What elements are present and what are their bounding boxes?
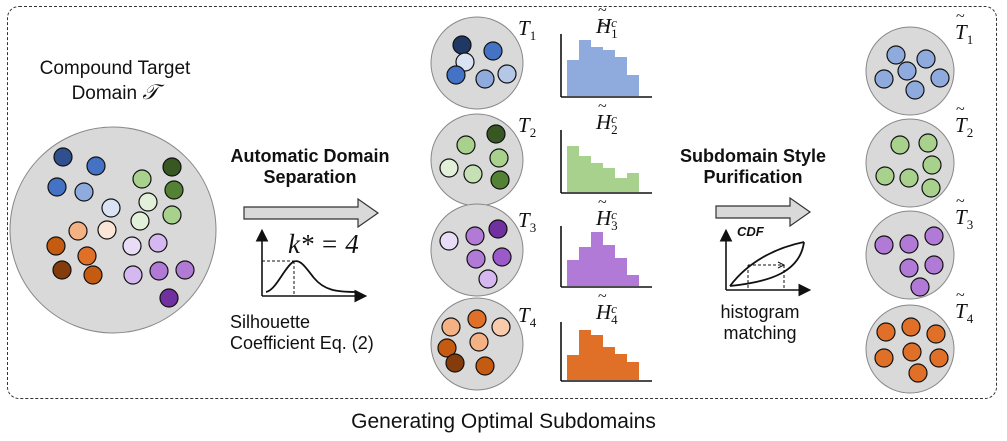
- separation-title-line2: Separation: [263, 166, 357, 187]
- subdomain-label-1: T1: [518, 16, 537, 44]
- purified-label-4: ~ T4: [955, 287, 974, 327]
- matching-line2: matching: [723, 322, 797, 343]
- silhouette-plot: [255, 228, 368, 303]
- subdomain-label-2: T2: [518, 113, 537, 141]
- subdomain-disc-1: [430, 16, 524, 110]
- purified-disc-4: [865, 304, 955, 394]
- compound-label-line1: Compound Target: [39, 58, 191, 79]
- subdomain-disc-4: [430, 297, 524, 391]
- purified-disc-2: [865, 118, 955, 208]
- compound-domain-label: Compound Target Domain 𝒯: [30, 58, 200, 105]
- purification-arrow: [715, 196, 812, 228]
- separation-title-line1: Automatic Domain: [230, 146, 390, 166]
- silhouette-line2: Coefficient Eq. (2): [230, 332, 374, 353]
- subdomain-label-4: T4: [518, 303, 537, 331]
- separation-title: Automatic Domain Separation: [225, 146, 395, 187]
- matching-line1: histogram: [720, 302, 800, 322]
- histogram-3: [560, 226, 652, 288]
- purified-label-1: ~ T1: [955, 8, 974, 48]
- histogram-matching-label: histogram matching: [700, 302, 820, 343]
- purified-disc-1: [865, 26, 955, 116]
- diagram-frame: [7, 6, 997, 399]
- purified-label-3: ~ T3: [955, 193, 974, 233]
- figure-caption: Generating Optimal Subdomains: [351, 410, 656, 433]
- purification-title-line1: Subdomain Style: [679, 146, 827, 166]
- compound-domain-disc: [9, 126, 217, 334]
- compound-label-line2: Domain: [71, 82, 138, 104]
- compound-domain-symbol: 𝒯: [142, 79, 159, 104]
- histogram-4: [560, 322, 652, 382]
- subdomain-label-3: T3: [518, 208, 537, 236]
- histogram-2: [560, 130, 652, 194]
- separation-arrow: [243, 197, 380, 229]
- purification-title-line2: Purification: [703, 166, 803, 187]
- purified-label-2: ~ T2: [955, 101, 974, 141]
- silhouette-label: Silhouette Coefficient Eq. (2): [230, 312, 374, 353]
- purified-disc-3: [865, 210, 955, 300]
- histogram-label-1: ~: [599, 12, 611, 36]
- subdomain-disc-2: [430, 113, 524, 207]
- cdf-label: CDF: [737, 224, 764, 239]
- subdomain-disc-3: [430, 203, 524, 297]
- purification-title: Subdomain Style Purification: [668, 146, 838, 187]
- silhouette-line1: Silhouette: [230, 312, 311, 332]
- cdf-plot: [719, 228, 812, 297]
- k-optimal-label: k* = 4: [288, 229, 359, 259]
- histogram-1: [560, 34, 652, 98]
